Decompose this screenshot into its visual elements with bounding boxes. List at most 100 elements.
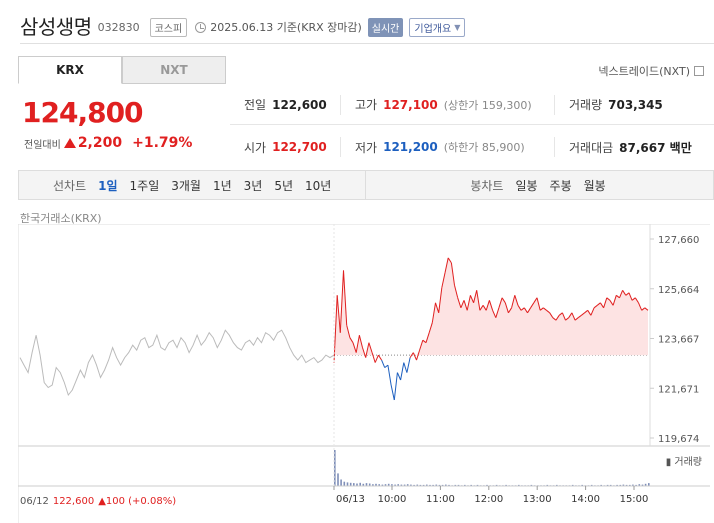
period-1d[interactable]: 1일 <box>98 178 118 193</box>
price-line-segment <box>549 312 554 318</box>
volume-bar <box>457 484 460 486</box>
price-line-segment <box>612 295 617 306</box>
volume-bar <box>641 484 644 486</box>
realtime-button[interactable]: 실시간 <box>367 17 404 37</box>
price-line-segment <box>473 290 478 303</box>
change-label: 전일대비 <box>24 139 61 151</box>
volume-bar <box>394 484 396 486</box>
tab-krx[interactable]: KRX <box>18 56 122 84</box>
prev-day-date: 06/12 <box>20 496 49 507</box>
stat-label: 고가 <box>355 98 378 112</box>
price-line-segment <box>520 307 525 311</box>
volume-legend: ▮ 거래량 <box>665 457 702 468</box>
volume-bar <box>470 484 472 486</box>
price-line-segment <box>368 342 373 353</box>
toolbar-divider <box>365 170 367 200</box>
candle-weekly[interactable]: 주봉 <box>549 178 572 193</box>
price-line-segment <box>517 305 522 311</box>
period-1y[interactable]: 1년 <box>212 178 232 193</box>
price-line-segment <box>346 325 351 338</box>
volume-legend-label: 거래량 <box>674 457 702 468</box>
price-line-segment <box>438 287 443 313</box>
volume-bar <box>530 484 533 486</box>
volume-bar <box>518 484 520 486</box>
price-line-segment <box>447 257 452 264</box>
period-3m[interactable]: 3개월 <box>171 178 201 193</box>
stat-label: 저가 <box>355 140 378 155</box>
period-10y[interactable]: 10년 <box>305 178 332 193</box>
volume-bar <box>448 484 450 486</box>
price-line-segment <box>390 384 395 401</box>
price-line-segment <box>619 290 624 298</box>
volume-bar <box>381 484 384 486</box>
price-line-segment <box>352 342 357 353</box>
volume-bar <box>441 484 444 486</box>
volume-bar <box>429 484 431 486</box>
price-line-segment <box>638 302 643 311</box>
volume-bar <box>365 483 368 486</box>
price-line-segment <box>355 335 360 353</box>
period-3y[interactable]: 3년 <box>243 178 263 193</box>
stat-value: 122,600 <box>272 97 327 112</box>
price-line-segment <box>479 305 484 311</box>
current-price: 124,800 <box>22 96 144 129</box>
volume-bar <box>384 484 387 486</box>
stat-value: 121,200 <box>383 140 438 154</box>
volume-bar <box>359 482 361 486</box>
volume-bar <box>486 484 488 486</box>
candle-monthly[interactable]: 월봉 <box>583 178 606 193</box>
candle-chart-label: 봉차트 <box>470 178 504 193</box>
price-line-segment <box>568 312 573 318</box>
price-line-segment <box>501 297 506 304</box>
period-1w[interactable]: 1주일 <box>129 178 160 193</box>
price-line-segment <box>485 300 490 311</box>
volume-bar <box>505 484 507 486</box>
nextrade-checkbox[interactable] <box>694 66 704 76</box>
volume-bar <box>476 484 479 486</box>
price-line-segment <box>590 307 595 316</box>
price-line-segment <box>422 339 427 344</box>
market-badge: 코스피 <box>149 17 188 37</box>
volume-bar <box>403 484 406 486</box>
x-tick-label: 06/13 <box>336 494 365 505</box>
price-line-segment <box>622 290 627 296</box>
prev-day-price: 122,600 <box>52 496 95 507</box>
volume-bar <box>638 484 641 486</box>
period-5y[interactable]: 5년 <box>274 178 294 193</box>
price-line-segment <box>606 297 611 301</box>
price-line-segment <box>565 317 570 321</box>
price-line-segment <box>381 359 386 368</box>
candle-daily[interactable]: 일봉 <box>515 178 538 193</box>
price-change: 전일대비 2,200 +1.79% <box>24 135 192 151</box>
volume-bar <box>340 479 342 486</box>
chart-source: 한국거래소(KRX) <box>20 212 102 225</box>
nextrade-toggle[interactable]: 넥스트레이드(NXT) <box>598 63 704 79</box>
price-chart[interactable]: 127,660 125,664 123,667 121,671 119,674 06/13… <box>17 223 714 523</box>
volume-bar <box>454 484 457 486</box>
price-line-segment <box>387 365 392 386</box>
tab-nxt[interactable]: NXT <box>122 56 226 84</box>
volume-bar <box>590 484 593 486</box>
volume-bar <box>581 484 583 486</box>
price-line-segment <box>384 364 389 368</box>
price-line-segment <box>631 297 636 301</box>
x-tick-label: 14:00 <box>571 494 600 505</box>
volume-bar <box>635 484 637 486</box>
price-line-segment <box>527 307 532 314</box>
price-line-segment <box>536 297 541 311</box>
upper-limit: (상한가 159,300) <box>443 98 532 112</box>
company-overview-dropdown[interactable]: 기업개요 ▼ <box>409 17 466 37</box>
price-line-segment <box>454 285 459 298</box>
line-chart-label: 선차트 <box>53 178 87 193</box>
candle-chart-periods: 봉차트 일봉 주봉 월봉 <box>366 177 605 194</box>
volume-bar <box>410 484 412 486</box>
price-line-segment <box>466 295 471 311</box>
price-line-segment <box>450 262 455 286</box>
price-line-segment <box>492 310 497 318</box>
price-line-segment <box>409 352 414 358</box>
price-line-segment <box>615 294 620 299</box>
price-line-segment <box>488 300 494 311</box>
volume-bar <box>632 484 634 486</box>
volume-bar <box>406 484 409 486</box>
volume-bar <box>432 484 434 486</box>
